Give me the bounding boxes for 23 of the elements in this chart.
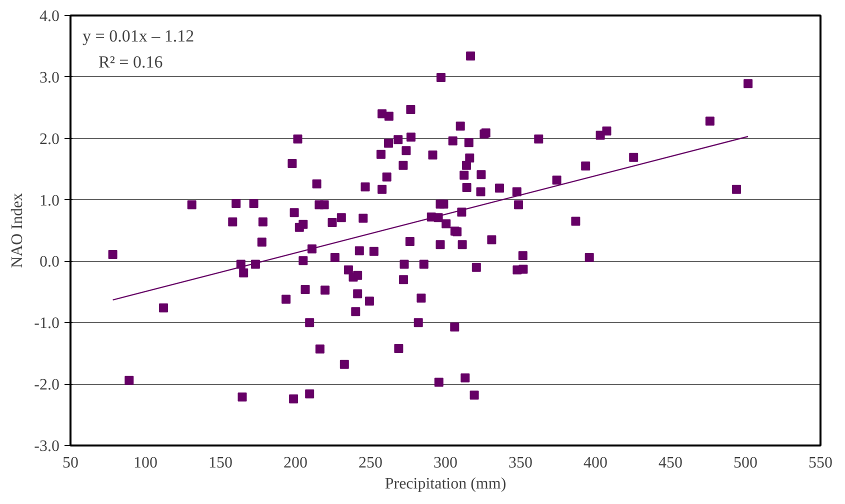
y-tick-label: 1.0 <box>40 192 60 210</box>
x-tick-label: 500 <box>734 454 758 472</box>
y-tick-label: 3.0 <box>40 69 60 86</box>
x-tick-label: 100 <box>134 454 158 472</box>
x-tick-label: 300 <box>434 454 458 472</box>
x-axis-title: Precipitation (mm) <box>384 476 506 492</box>
y-tick-label: 0.0 <box>40 254 60 271</box>
x-tick-label: 450 <box>658 454 682 472</box>
annotation: R² = 0.16 <box>98 52 163 72</box>
y-tick-label: -3.0 <box>34 438 60 455</box>
x-tick-label: 200 <box>284 454 308 472</box>
x-tick-label: 350 <box>508 454 532 472</box>
y-tick-label: -2.0 <box>34 376 60 394</box>
y-tick-label: -1.0 <box>34 315 60 332</box>
y-tick-label: 4.0 <box>40 8 60 25</box>
x-tick-label: 150 <box>208 454 232 472</box>
x-tick-label: 550 <box>808 454 832 472</box>
annotation: y = 0.01x – 1.12 <box>82 26 194 46</box>
y-axis-title: NAO Index <box>9 192 26 268</box>
x-tick-label: 250 <box>358 454 382 472</box>
y-tick-label: 2.0 <box>40 130 60 148</box>
x-tick-label: 400 <box>584 454 608 472</box>
x-tick-label: 50 <box>62 454 78 472</box>
